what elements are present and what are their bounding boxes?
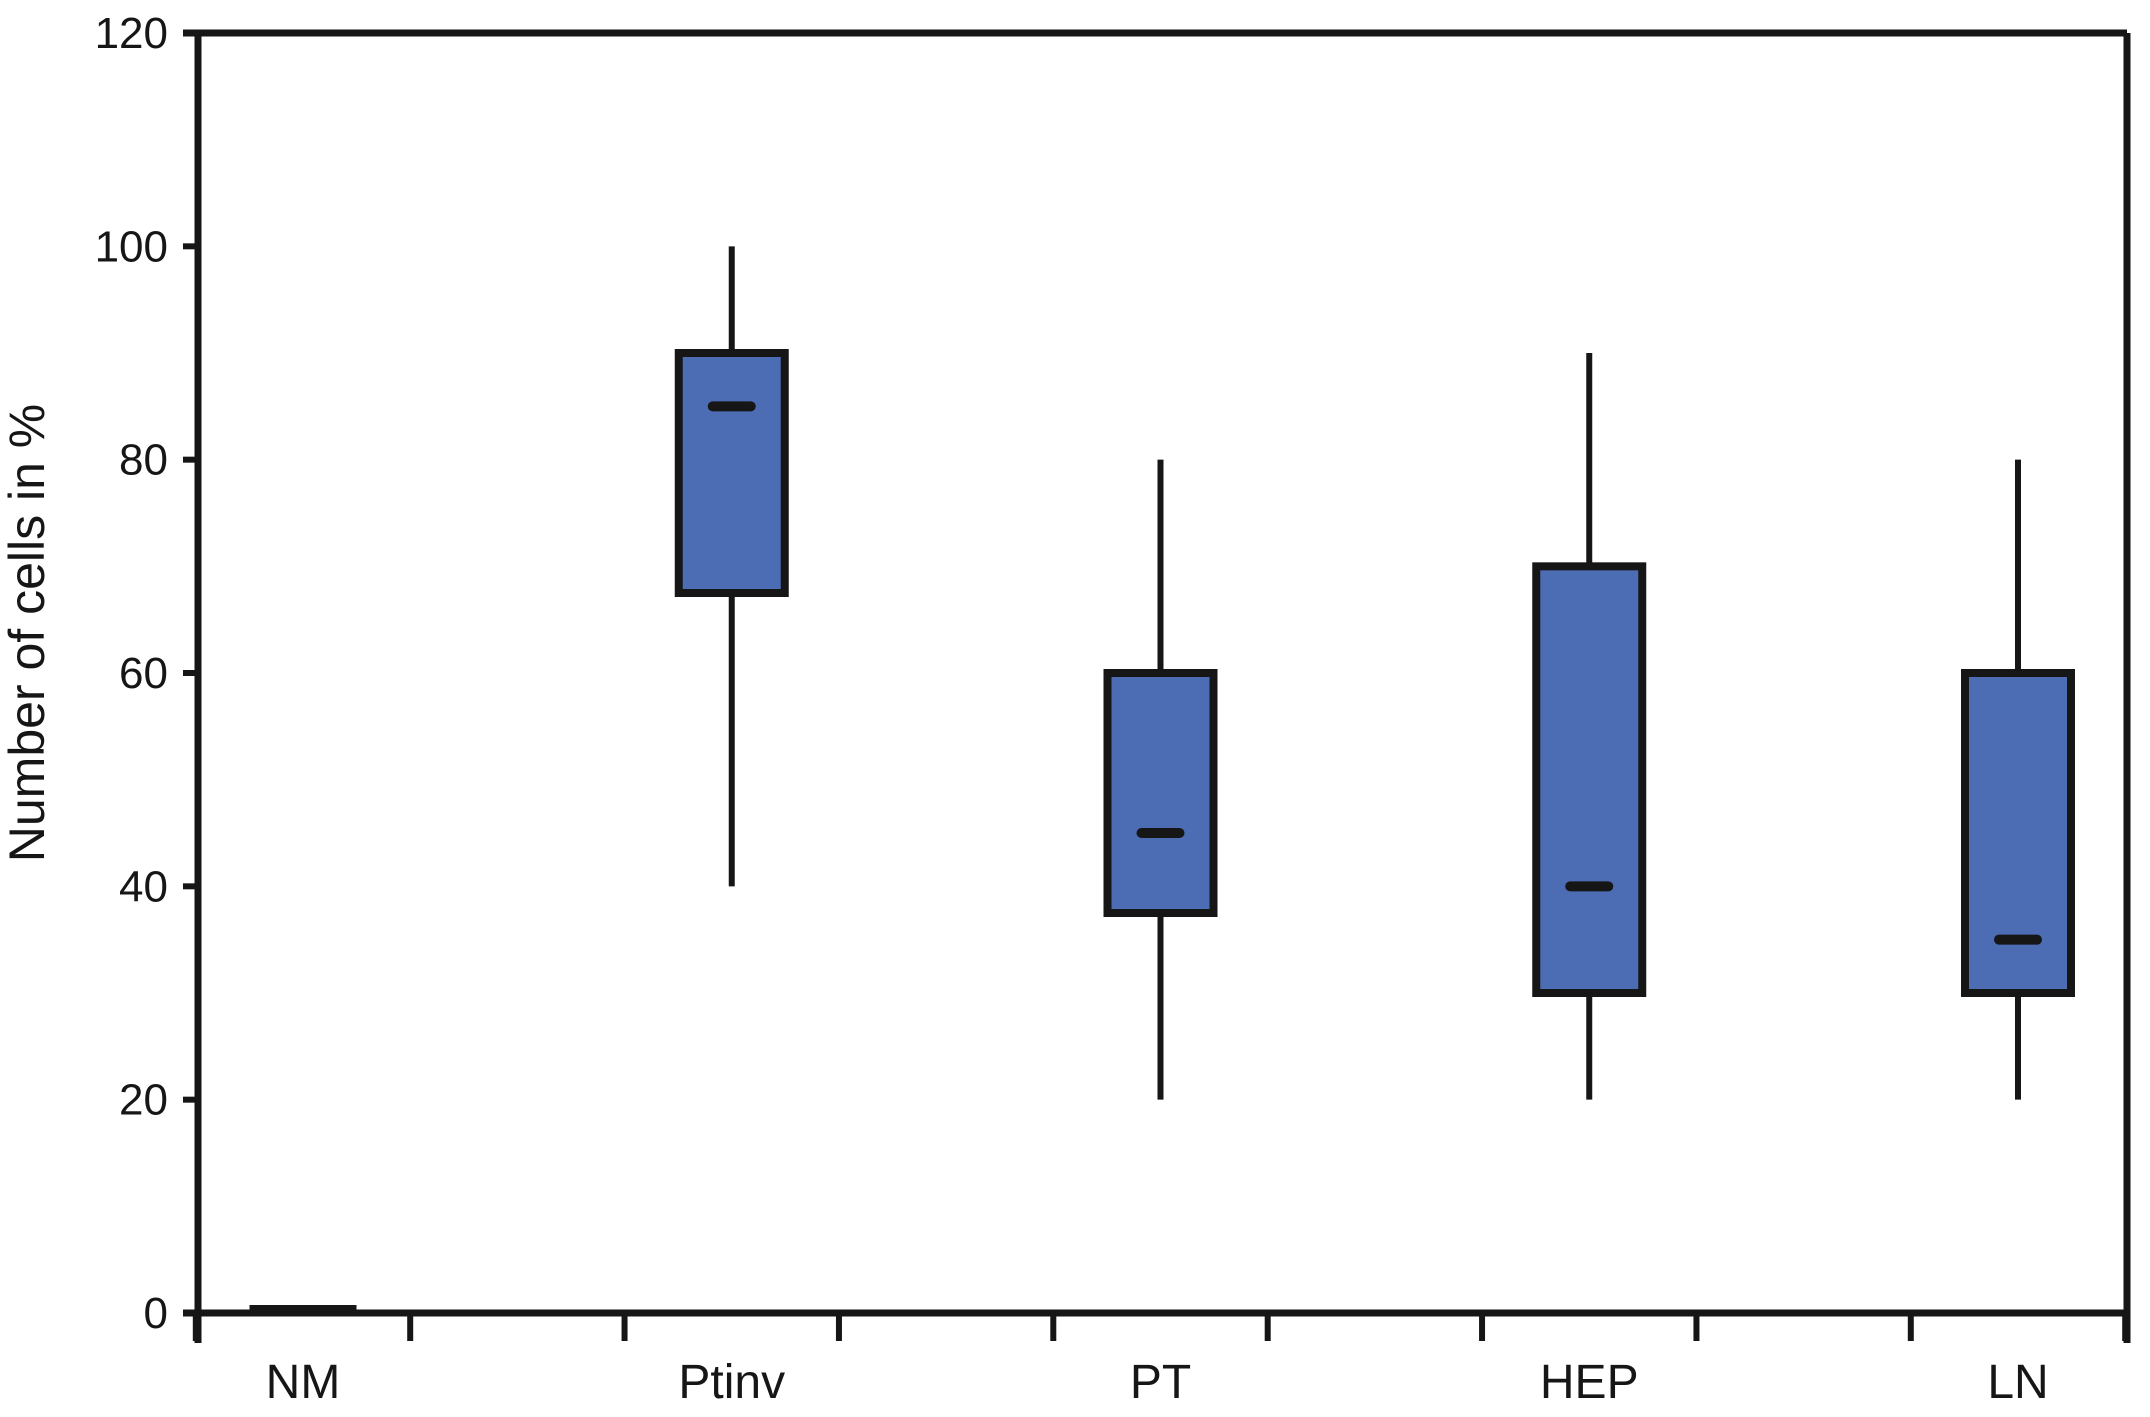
y-tick-label: 120	[95, 9, 168, 58]
box-LN	[1961, 669, 2075, 997]
x-category-label: PT	[1130, 1356, 1191, 1409]
box-Ptinv	[674, 349, 789, 597]
x-category-label: Ptinv	[678, 1356, 785, 1409]
y-tick-label: 60	[119, 649, 168, 698]
y-tick-label: 100	[95, 222, 168, 271]
x-category-label: HEP	[1540, 1356, 1639, 1409]
box-PT	[1103, 669, 1218, 917]
y-tick-label: 20	[119, 1076, 168, 1125]
x-category-label: LN	[1987, 1356, 2048, 1409]
box-collapsed-NM	[249, 1305, 357, 1315]
box-HEP	[1532, 562, 1647, 997]
median-line-Ptinv	[707, 401, 756, 412]
y-tick-label: 80	[119, 436, 168, 485]
y-axis-title: Number of cells in %	[0, 404, 55, 863]
median-line-HEP	[1565, 881, 1614, 892]
y-tick-label: 0	[144, 1289, 168, 1338]
median-line-PT	[1136, 828, 1185, 838]
x-category-label: NM	[266, 1356, 341, 1409]
y-tick-label: 40	[119, 862, 168, 911]
median-line-LN	[1994, 934, 2042, 945]
